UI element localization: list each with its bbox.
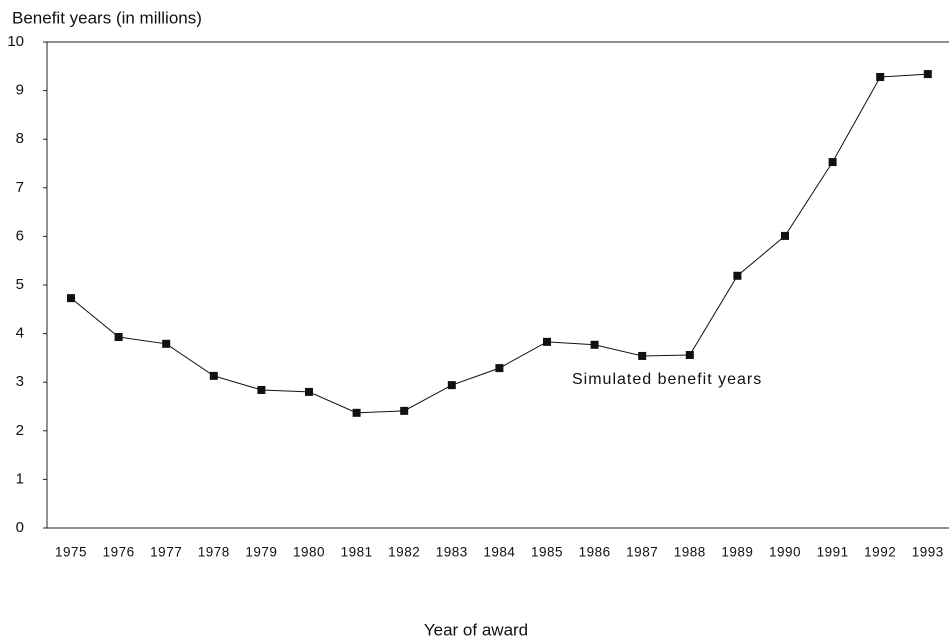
x-tick-label: 1980 — [293, 545, 325, 560]
marker — [781, 231, 789, 240]
x-tick-label: 1992 — [864, 545, 896, 560]
y-tick-label: 6 — [16, 227, 24, 244]
x-tick-label: 1984 — [483, 545, 515, 560]
y-tick-label: 7 — [16, 179, 24, 196]
marker — [400, 406, 409, 415]
marker — [590, 340, 599, 349]
y-axis-label: Benefit years (in millions) — [12, 8, 202, 27]
y-tick-label: 9 — [16, 82, 24, 99]
x-tick-label: 1988 — [674, 545, 706, 560]
marker — [305, 387, 313, 396]
x-tick-label: 1979 — [245, 545, 277, 560]
x-tick-label: 1982 — [388, 545, 420, 560]
marker — [923, 70, 932, 79]
x-tick-label: 1975 — [55, 545, 87, 560]
x-tick-label: 1983 — [436, 545, 468, 560]
y-tick-label: 0 — [16, 519, 24, 536]
x-tick-label: 1985 — [531, 545, 563, 560]
y-tick-label: 1 — [16, 470, 24, 487]
line — [70, 73, 928, 414]
x-tick-label: 1993 — [912, 545, 944, 560]
y-tick-label: 4 — [16, 325, 24, 342]
marker — [685, 350, 694, 359]
marker — [733, 271, 742, 280]
y-tick-label: 2 — [16, 422, 24, 439]
marker — [114, 333, 123, 342]
marker — [352, 408, 361, 417]
x-tick-label: 1977 — [150, 545, 182, 560]
plot-frame — [46, 41, 949, 529]
marker — [447, 381, 456, 390]
annotation: Simulated benefit years — [572, 371, 762, 388]
x-tick-label: 1990 — [769, 545, 801, 560]
marker — [162, 339, 171, 348]
x-axis-label: Year of award — [424, 620, 528, 639]
y-tick-label: 8 — [16, 130, 24, 147]
x-tick-label: 1991 — [817, 545, 849, 560]
marker — [828, 158, 837, 167]
marker — [638, 351, 647, 360]
marker — [209, 371, 218, 380]
marker — [543, 337, 551, 346]
y-tick-label: 3 — [16, 373, 24, 390]
x-tick-label: 1987 — [626, 545, 658, 560]
x-tick-label: 1976 — [103, 545, 135, 560]
y-tick-label: 10 — [7, 33, 24, 50]
marker — [495, 364, 504, 373]
x-tick-label: 1981 — [341, 545, 373, 560]
marker — [876, 72, 885, 81]
marker — [67, 294, 75, 303]
x-tick-label: 1986 — [579, 545, 611, 560]
x-tick-label: 1978 — [198, 545, 230, 560]
x-tick-label: 1989 — [721, 545, 753, 560]
marker — [257, 385, 266, 394]
y-tick-label: 5 — [16, 276, 24, 293]
